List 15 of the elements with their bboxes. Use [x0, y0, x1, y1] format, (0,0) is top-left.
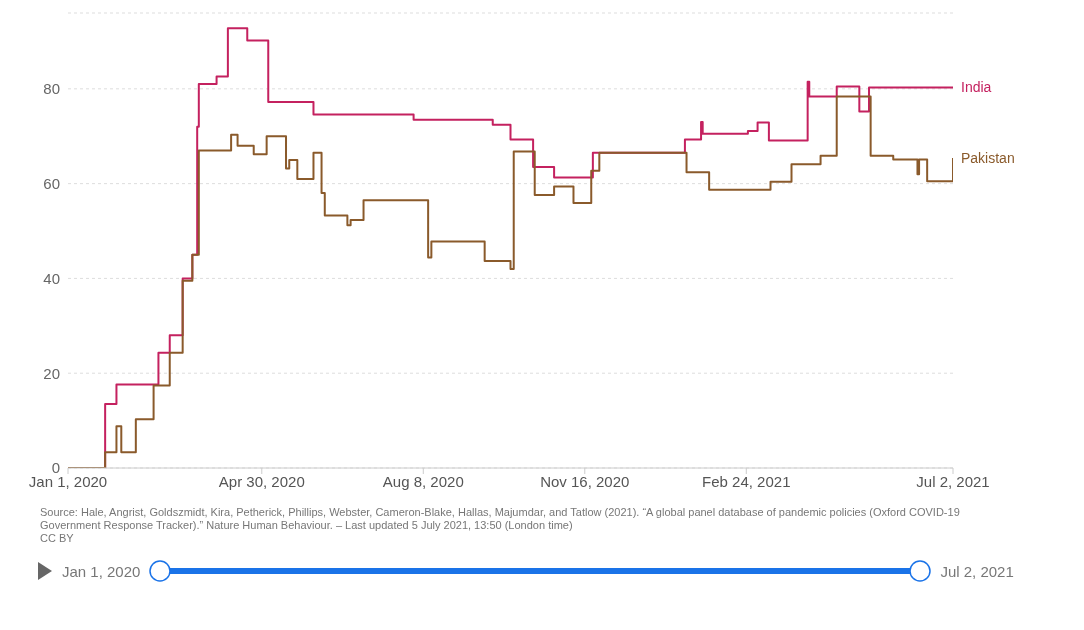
x-tick-label: Jul 2, 2021	[916, 472, 990, 490]
source-note: Source: Hale, Angrist, Goldszmidt, Kira, Petherick, Phillips, Webster, Cameron-Blake, Hallas, Majumdar, and Tatlow (2021). “A global panel database of pandemic policies (Oxford COVID-19 Government Response Tracker).” Nature Human Behaviour. – Last updated 5 July 2021, 13:50 (London time)	[40, 506, 960, 532]
x-tick-label: Aug 8, 2020	[382, 472, 464, 490]
text: CC BY	[40, 532, 75, 545]
x-tick-label: Feb 24, 2021	[702, 472, 791, 490]
text: Jan 1, 2020	[62, 562, 141, 580]
y-tick-label: 80	[43, 80, 60, 98]
y-tick-label: 40	[43, 269, 60, 287]
x-tick-label: Apr 30, 2020	[218, 472, 305, 490]
y-tick-label: 20	[43, 364, 60, 382]
series-label: India	[961, 79, 992, 96]
x-tick-label: Nov 16, 2020	[540, 472, 630, 490]
text: Jul 2, 2021	[940, 562, 1014, 580]
y-tick-label: 60	[43, 174, 60, 192]
series-label: Pakistan	[961, 150, 1015, 167]
